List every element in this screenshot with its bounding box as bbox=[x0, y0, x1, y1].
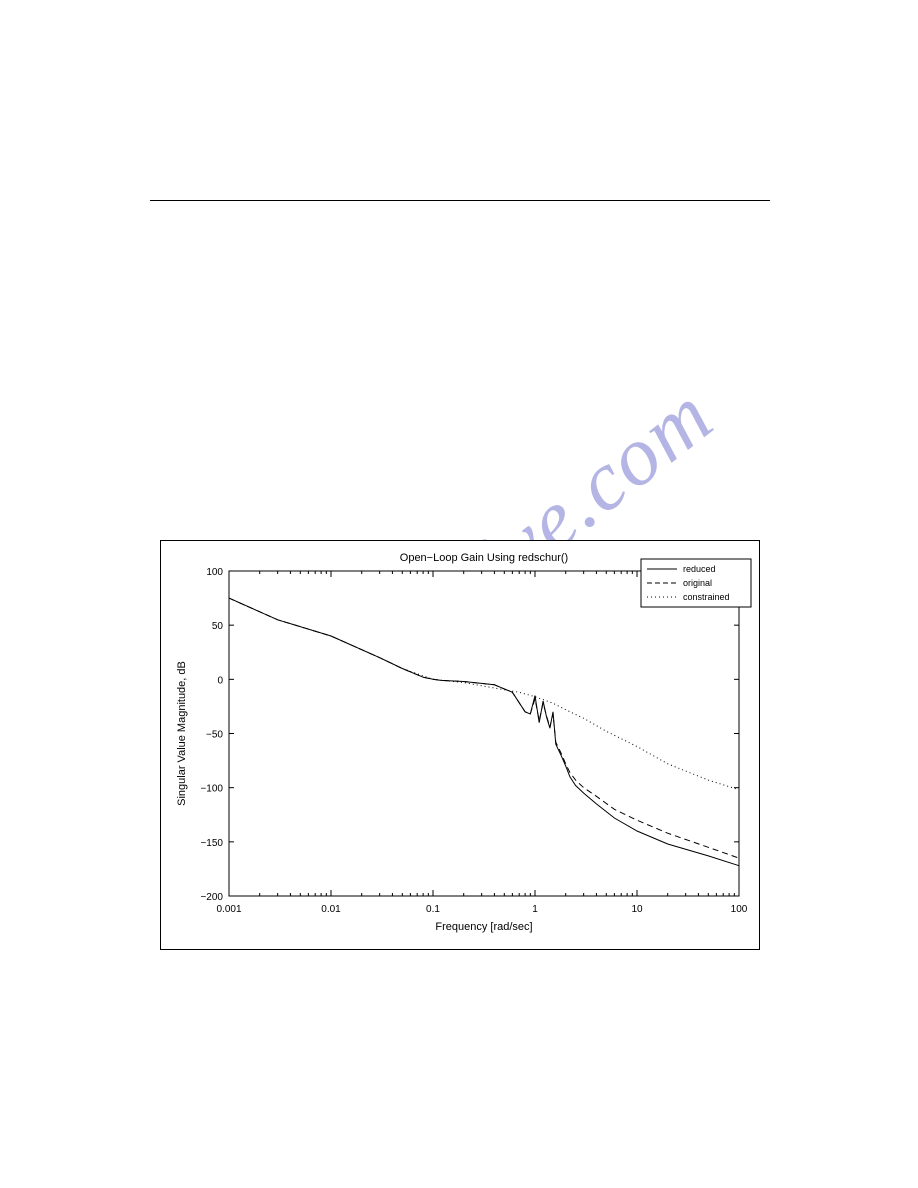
svg-text:original: original bbox=[683, 578, 712, 588]
svg-text:100: 100 bbox=[731, 904, 748, 915]
svg-text:constrained: constrained bbox=[683, 592, 730, 602]
chart-svg: −200 −150 −100 −50 0 50 100 0.001 0.01 0.1 1 10 100 O… bbox=[161, 541, 759, 949]
svg-text:1: 1 bbox=[532, 904, 538, 915]
svg-text:10: 10 bbox=[631, 904, 643, 915]
svg-text:reduced: reduced bbox=[683, 564, 716, 574]
svg-text:−150: −150 bbox=[200, 838, 223, 849]
svg-text:−200: −200 bbox=[200, 892, 223, 903]
chart-container: −200 −150 −100 −50 0 50 100 0.001 0.01 0.1 1 10 100 O… bbox=[160, 540, 760, 950]
svg-text:50: 50 bbox=[212, 621, 224, 632]
svg-text:0.01: 0.01 bbox=[321, 904, 341, 915]
svg-text:−50: −50 bbox=[206, 730, 223, 741]
svg-text:Open−Loop Gain Using redschur(: Open−Loop Gain Using redschur() bbox=[400, 552, 568, 564]
svg-text:Frequency [rad/sec]: Frequency [rad/sec] bbox=[435, 921, 532, 933]
svg-text:100: 100 bbox=[206, 567, 223, 578]
page: manualshive.com −200−150−100−500501000.0… bbox=[0, 0, 918, 1188]
svg-text:0.1: 0.1 bbox=[426, 904, 440, 915]
svg-text:0: 0 bbox=[217, 675, 223, 686]
svg-text:Singular Value Magnitude, dB: Singular Value Magnitude, dB bbox=[176, 661, 188, 806]
horizontal-rule bbox=[150, 200, 770, 201]
svg-text:−100: −100 bbox=[200, 784, 223, 795]
svg-text:0.001: 0.001 bbox=[216, 904, 241, 915]
